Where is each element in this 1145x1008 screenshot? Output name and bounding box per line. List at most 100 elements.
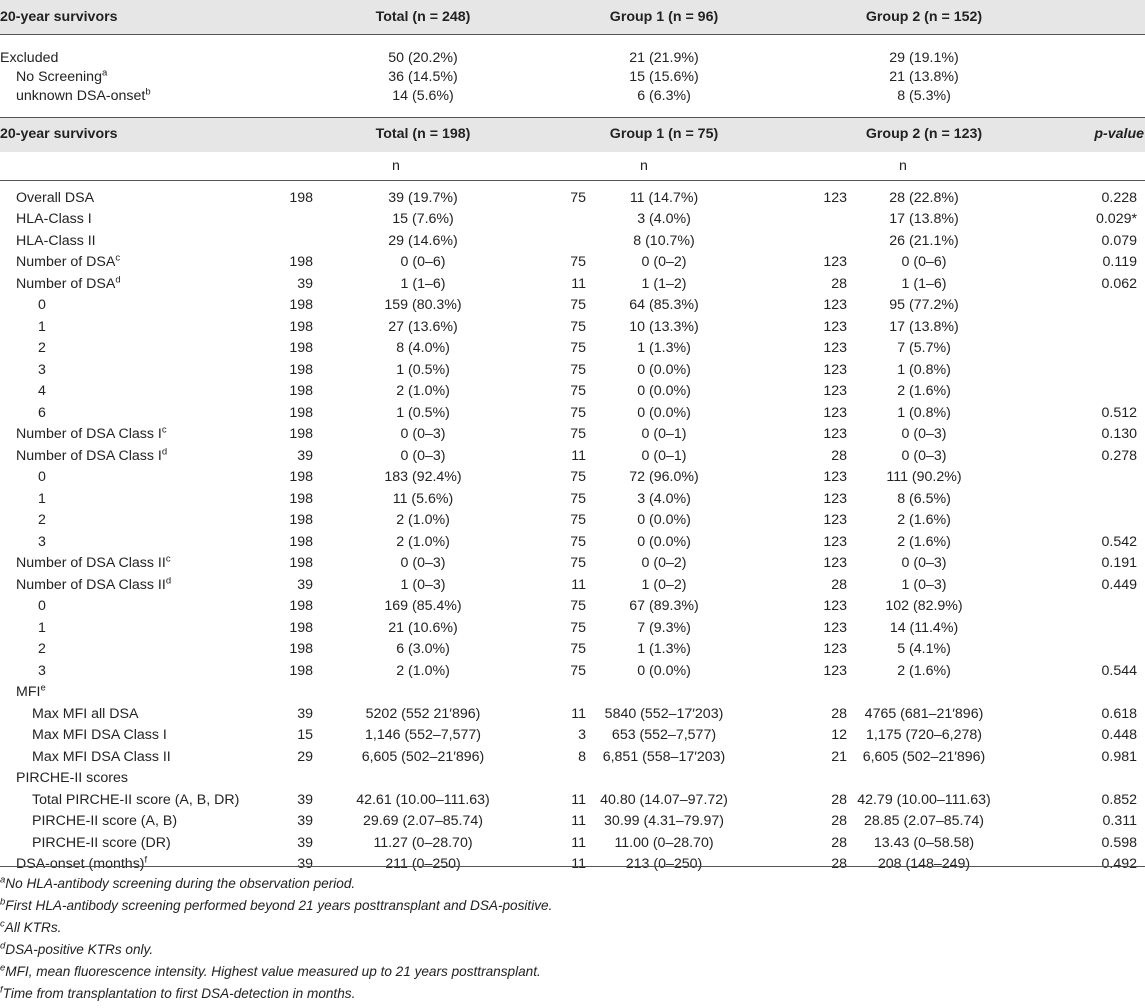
- table-cell-n-group1: 75: [570, 490, 586, 507]
- table-row-label: 6: [38, 404, 46, 421]
- table-cell-total: 1 (0.5%): [396, 361, 450, 378]
- table-cell-total: 0 (0–3): [400, 555, 446, 571]
- table-cell-total: 1,146 (552–7,577): [365, 727, 481, 743]
- table-cell-pvalue: 0.079: [1101, 232, 1137, 249]
- table-cell-n-total: 39: [297, 834, 313, 851]
- table-cell-n-total: 198: [289, 533, 313, 550]
- header2-group2: Group 2 (n = 123): [865, 126, 983, 142]
- table-cell-n-group1: 75: [570, 297, 586, 313]
- table-cell-total: 0 (0–6): [400, 254, 446, 270]
- table-cell-n-group2: 12: [831, 727, 847, 743]
- table-cell-group1: 11 (14.7%): [629, 189, 699, 206]
- table-cell-group2: 13.43 (0–58.58): [873, 834, 975, 851]
- table-cell-total: 42.61 (10.00–111.63): [356, 791, 490, 808]
- table-cell-n-total: 39: [297, 447, 313, 464]
- table-cell-n-total: 198: [289, 469, 313, 485]
- table-cell-n-group2: 28: [831, 834, 847, 851]
- excluded-row-label: No Screeninga: [16, 67, 108, 85]
- table-cell-group1: 1 (1–2): [641, 275, 687, 292]
- table-row-label: PIRCHE-II scores: [16, 770, 128, 786]
- table-cell-n-group2: 123: [823, 189, 847, 206]
- n-label-group1: n: [640, 158, 648, 174]
- table-cell-group2: 111 (90.2%): [886, 469, 962, 485]
- table-cell-group1: 10 (13.3%): [629, 318, 699, 335]
- table-cell-n-group2: 28: [831, 275, 847, 292]
- table-cell-n-total: 198: [289, 512, 313, 528]
- table-header-second: [0, 118, 1145, 152]
- table-cell-group1: 0 (0.0%): [637, 662, 691, 679]
- table-cell-n-group2: 123: [823, 361, 847, 378]
- table-cell-n-group2: 28: [831, 856, 847, 872]
- table-cell-n-total: 198: [289, 641, 313, 657]
- table-row-label: Max MFI DSA Class II: [32, 748, 171, 765]
- table-cell-n-total: 198: [289, 383, 313, 399]
- table-cell-n-group1: 75: [570, 383, 586, 399]
- table-cell-total: 8 (4.0%): [396, 340, 450, 356]
- table-row-label: Number of DSA Class Id: [16, 445, 168, 464]
- table-cell-n-total: 198: [289, 426, 313, 442]
- table-row-label: Number of DSAd: [16, 273, 121, 292]
- table-row-label: 3: [38, 662, 46, 679]
- table-cell-n-group1: 75: [570, 619, 586, 636]
- table-cell-n-group1: 75: [570, 404, 586, 421]
- table-row-label: 0: [38, 297, 46, 313]
- n-row-rule: [0, 180, 1145, 181]
- table-cell-group1: 1 (1.3%): [637, 641, 691, 657]
- header-label: 20-year survivors: [0, 9, 118, 25]
- table-cell-n-group1: 11: [571, 856, 586, 872]
- table-cell-n-total: 198: [289, 619, 313, 636]
- table-cell-n-group1: 75: [570, 318, 586, 335]
- table-cell-n-group1: 11: [571, 791, 586, 808]
- table-row-label: 1: [38, 318, 46, 335]
- footnote: dDSA-positive KTRs only.: [0, 940, 154, 957]
- table-cell-group1: 0 (0–1): [641, 447, 687, 464]
- table-cell-pvalue: 0.544: [1101, 662, 1137, 679]
- table-cell-total: 29 (14.6%): [388, 232, 458, 249]
- table-cell-total: 11 (5.6%): [392, 490, 454, 507]
- table-row-label: PIRCHE-II score (A, B): [32, 813, 178, 829]
- table-cell-pvalue: 0.618: [1101, 705, 1137, 722]
- table-cell-pvalue: 0.062: [1101, 275, 1137, 292]
- table-cell-group2: 26 (21.1%): [889, 232, 959, 249]
- table-row-label: HLA-Class II: [16, 232, 96, 249]
- table-cell-total: 5202 (552 21′896): [365, 705, 481, 722]
- table-cell-group1: 1 (0–2): [641, 576, 687, 593]
- table-row-label: Max MFI DSA Class I: [32, 727, 167, 743]
- header2-pvalue: p-value: [1094, 126, 1144, 142]
- table-cell-n-group2: 123: [823, 598, 847, 614]
- table-cell-n-group2: 123: [823, 490, 847, 507]
- table-cell-n-group2: 123: [823, 555, 847, 571]
- table-cell-n-total: 39: [297, 856, 313, 872]
- table-cell-pvalue: 0.119: [1102, 254, 1137, 270]
- table-cell-n-group1: 75: [570, 512, 586, 528]
- table-cell-group1: 6,851 (558–17′203): [602, 748, 726, 765]
- table-cell-pvalue: 0.228: [1101, 189, 1137, 206]
- table-cell-group1: 11.00 (0–28.70): [614, 834, 714, 851]
- table-cell-pvalue: 0.492: [1101, 856, 1137, 872]
- table-cell-n-group1: 75: [570, 555, 586, 571]
- table-cell-total: 169 (85.4%): [384, 598, 462, 614]
- header2-group1: Group 1 (n = 75): [609, 126, 719, 142]
- table-cell-group2: 17 (13.8%): [889, 318, 959, 335]
- table-cell-n-group1: 75: [570, 361, 586, 378]
- header-rule: [0, 34, 1145, 35]
- table-row-label: Overall DSA: [16, 189, 95, 206]
- table-cell-n-group1: 75: [570, 426, 586, 442]
- table-row-label: 0: [38, 598, 46, 614]
- table-cell-group2: 42.79 (10.00–111.63): [857, 791, 991, 808]
- table-cell-pvalue: 0.448: [1101, 727, 1137, 743]
- table-cell-pvalue: 0.029*: [1095, 211, 1137, 227]
- table-cell-n-group1: 75: [570, 189, 586, 206]
- table-cell-n-group1: 8: [578, 748, 586, 765]
- table-cell-n-total: 198: [289, 254, 313, 270]
- table-cell-n-total: 198: [289, 555, 313, 571]
- table-cell-group2: 5 (4.1%): [897, 641, 951, 657]
- table-cell-total: 2 (1.0%): [396, 383, 450, 399]
- table-cell-group2: 0 (0–6): [901, 254, 947, 270]
- table-cell-group1: 3 (4.0%): [637, 490, 691, 507]
- table-cell-n-group2: 28: [831, 447, 847, 464]
- table-cell-n-total: 29: [297, 748, 313, 765]
- table-cell-pvalue: 0.981: [1101, 748, 1137, 765]
- table-cell-n-total: 198: [289, 361, 313, 378]
- table-cell-total: 21 (10.6%): [388, 619, 458, 636]
